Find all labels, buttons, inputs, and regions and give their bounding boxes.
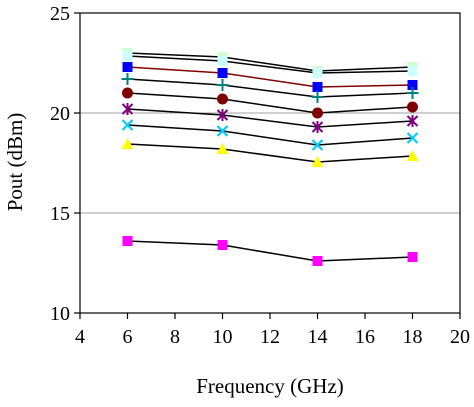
data-point — [217, 240, 228, 250]
data-point — [312, 68, 323, 78]
data-point — [216, 79, 229, 91]
series-line — [127, 66, 413, 88]
data-point — [406, 87, 419, 99]
y-tick-label: 25 — [50, 3, 70, 25]
x-tick-label: 10 — [213, 326, 233, 348]
data-point — [406, 150, 419, 161]
data-point — [122, 62, 133, 72]
data-point — [121, 103, 134, 115]
x-tick-label: 18 — [403, 326, 423, 348]
data-point — [217, 56, 228, 66]
series-layer — [121, 48, 419, 266]
data-point — [311, 139, 324, 151]
series-3 — [122, 62, 418, 92]
y-tick-label: 15 — [50, 203, 70, 225]
data-point — [216, 109, 229, 121]
series-line — [127, 78, 413, 98]
data-point — [216, 125, 229, 137]
data-point — [122, 87, 133, 99]
data-point — [406, 132, 419, 144]
series-5 — [122, 87, 418, 119]
series-line — [127, 92, 413, 114]
data-point — [311, 156, 324, 167]
x-tick-label: 20 — [450, 326, 470, 348]
data-point — [217, 93, 228, 105]
series-9 — [122, 236, 418, 266]
y-tick-label: 20 — [50, 103, 70, 125]
x-tick-label: 8 — [170, 326, 180, 348]
series-line — [127, 143, 413, 163]
data-point — [407, 101, 418, 113]
data-point — [407, 252, 418, 262]
series-7 — [121, 119, 419, 151]
data-point — [122, 51, 133, 61]
series-8 — [121, 138, 419, 167]
data-point — [216, 143, 229, 154]
grid-lines — [80, 112, 460, 214]
x-tick-label: 12 — [260, 326, 280, 348]
y-axis-title: Pout (dBm) — [3, 113, 27, 212]
data-point — [122, 236, 133, 246]
series-6 — [121, 103, 419, 133]
data-point — [406, 115, 419, 127]
series-line — [127, 55, 413, 74]
axis-ticks: 10 15 20 25 4 6 8 10 12 14 16 18 20 — [50, 3, 470, 348]
data-point — [312, 82, 323, 92]
y-tick-label: 10 — [50, 303, 70, 325]
data-point — [312, 256, 323, 266]
series-line — [127, 52, 413, 72]
x-axis-title: Frequency (GHz) — [196, 374, 344, 398]
x-tick-label: 14 — [308, 326, 328, 348]
data-point — [312, 107, 323, 119]
data-point — [217, 68, 228, 78]
x-tick-label: 4 — [75, 326, 85, 348]
series-line — [127, 108, 413, 128]
data-point — [407, 66, 418, 76]
x-tick-label: 16 — [355, 326, 375, 348]
data-point — [121, 138, 134, 149]
data-point — [311, 91, 324, 103]
data-point — [121, 119, 134, 131]
data-point — [407, 80, 418, 90]
series-line — [127, 124, 413, 146]
series-2 — [122, 51, 418, 78]
data-point — [121, 73, 134, 85]
data-point — [311, 121, 324, 133]
series-line — [127, 240, 413, 262]
series-4 — [121, 73, 419, 103]
x-tick-label: 6 — [123, 326, 133, 348]
